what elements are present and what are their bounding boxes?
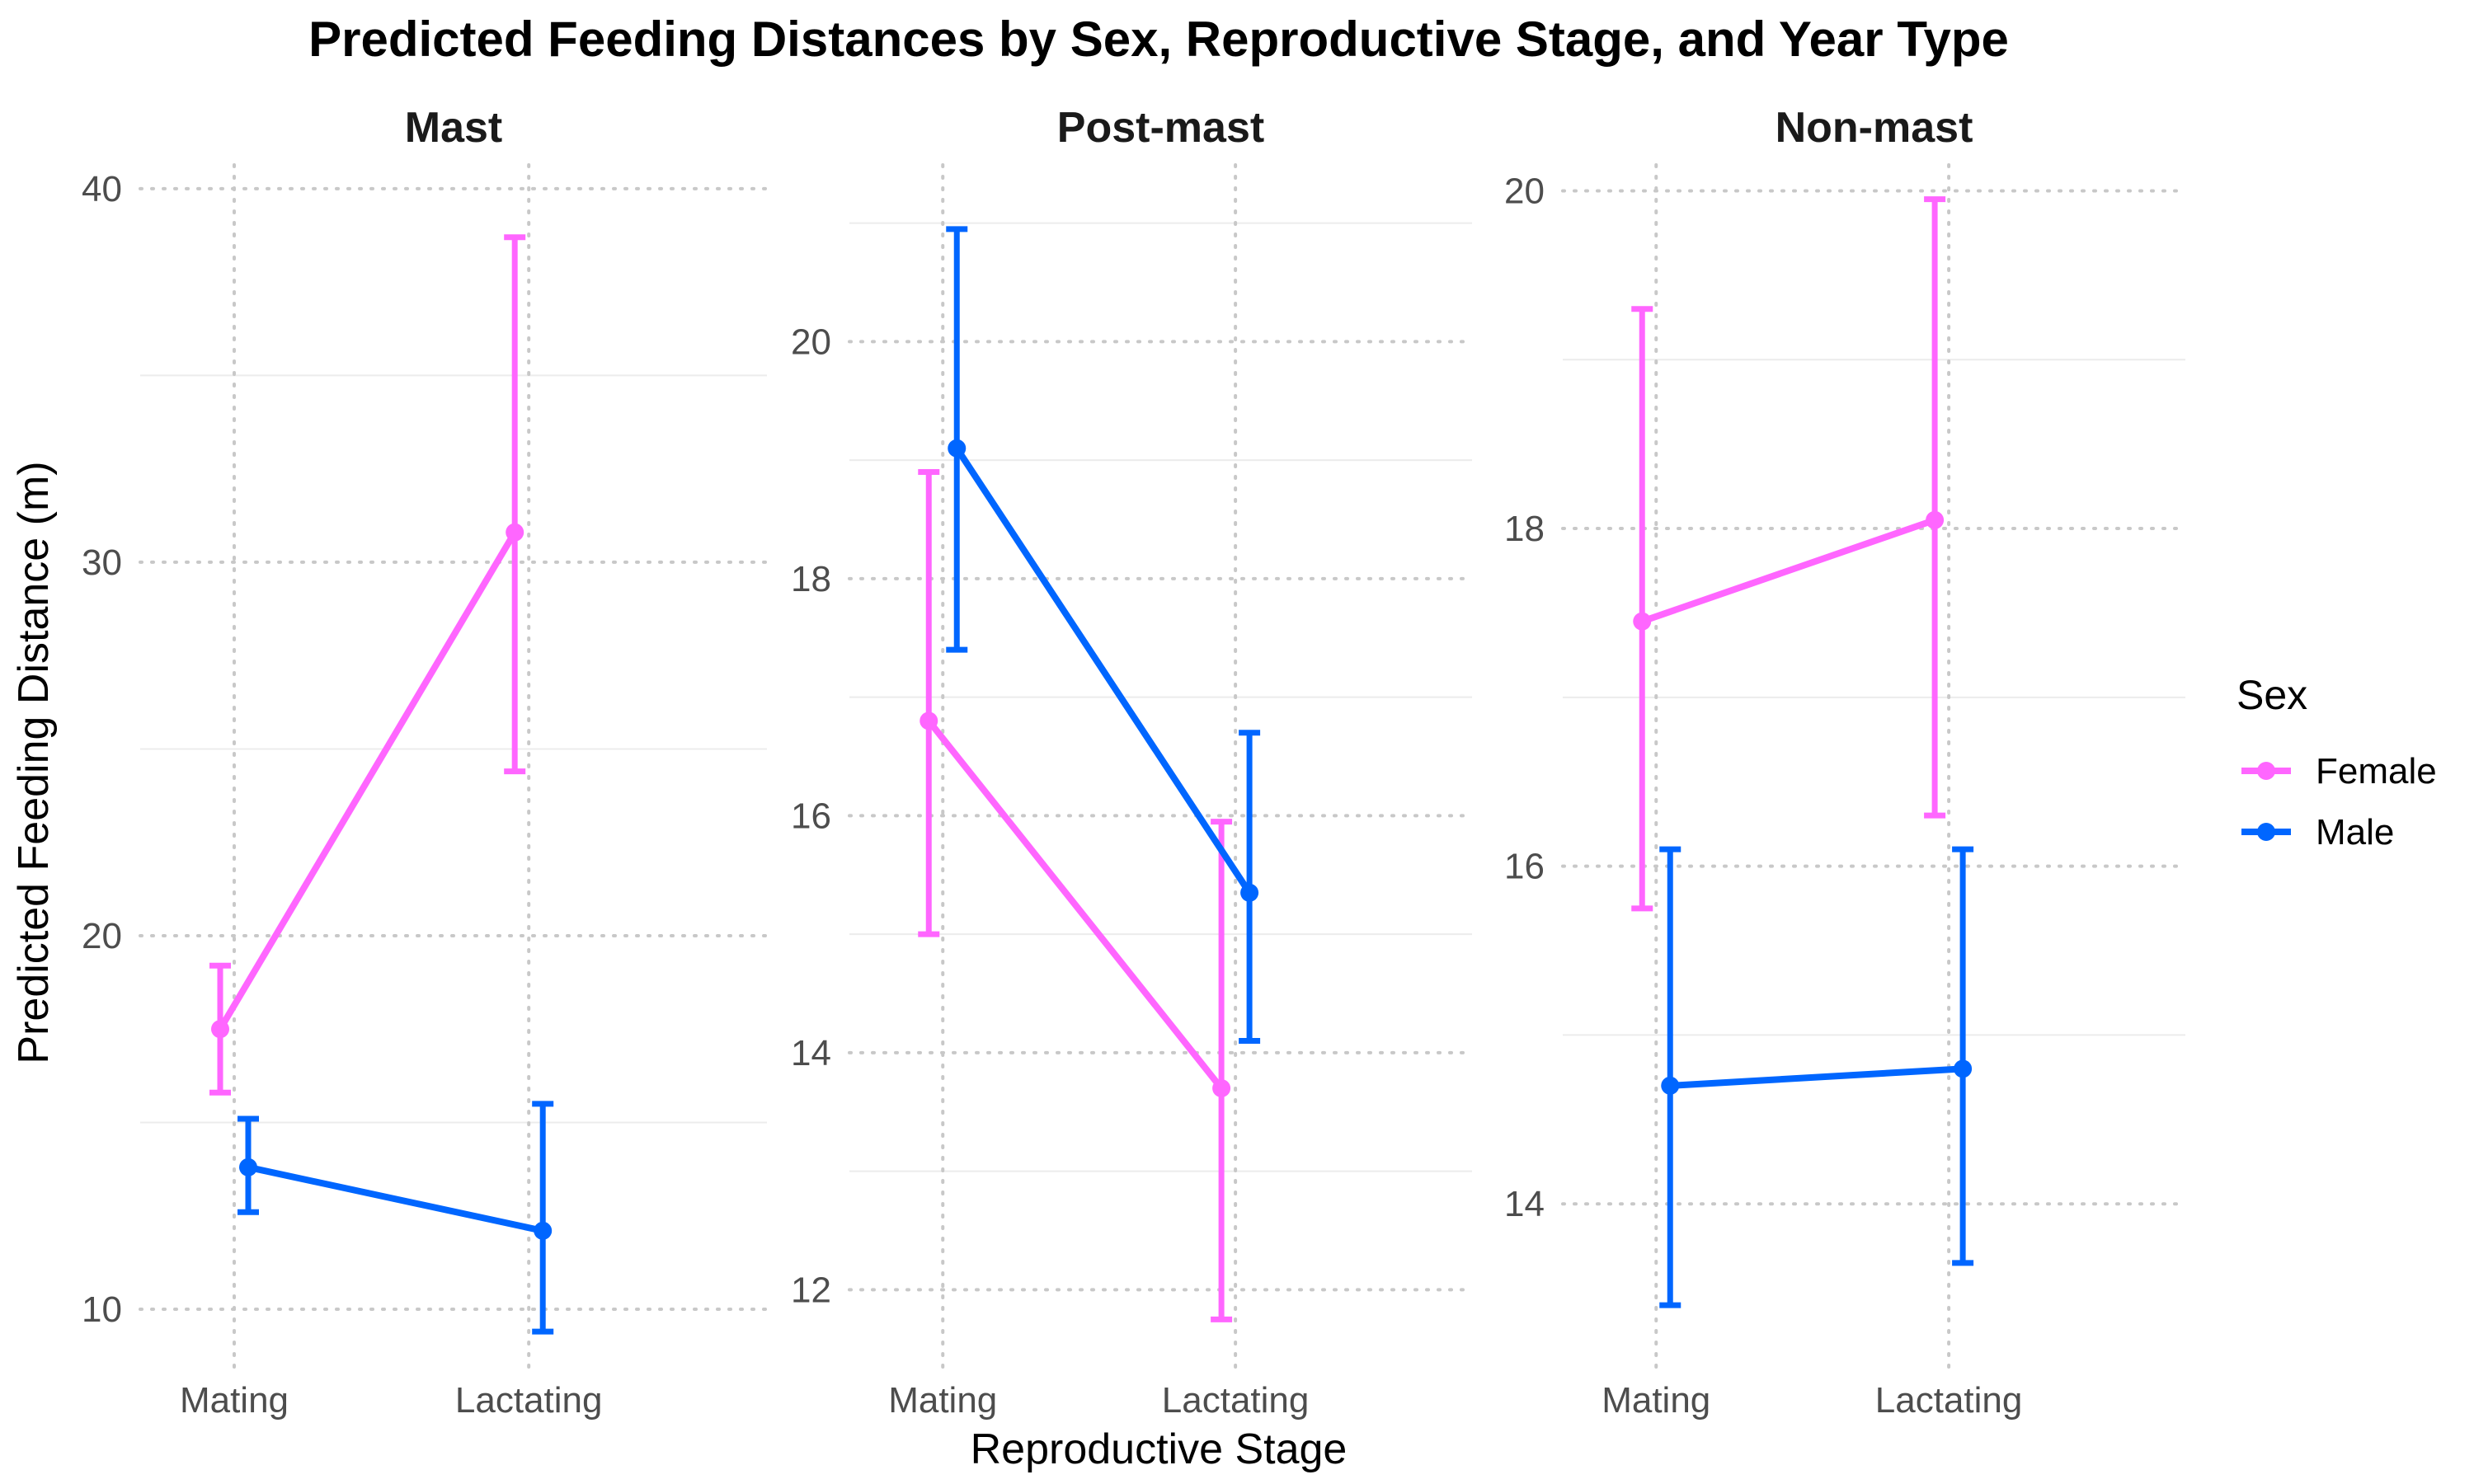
x-tick-label: Lactating bbox=[455, 1380, 603, 1421]
legend-entry-male: Male bbox=[2241, 812, 2394, 852]
chart-title: Predicted Feeding Distances by Sex, Repr… bbox=[308, 12, 2009, 67]
legend-entry-female: Female bbox=[2241, 751, 2437, 791]
legend-label: Female bbox=[2316, 751, 2437, 791]
series-line bbox=[1640, 517, 1936, 625]
data-point bbox=[920, 711, 938, 730]
data-point bbox=[1240, 883, 1259, 902]
panel-title: Non-mast bbox=[1776, 104, 1973, 152]
y-tick-label: 12 bbox=[791, 1270, 831, 1310]
panel-title: Post-mast bbox=[1057, 104, 1264, 152]
legend-key-point bbox=[2257, 762, 2275, 780]
data-point bbox=[948, 439, 967, 458]
y-tick-label: 16 bbox=[791, 796, 831, 836]
y-tick-label: 14 bbox=[1504, 1184, 1545, 1224]
data-point bbox=[1212, 1079, 1231, 1097]
data-point bbox=[1954, 1059, 1973, 1078]
y-tick-label: 10 bbox=[82, 1289, 122, 1330]
data-point bbox=[534, 1221, 553, 1240]
legend: Sex Female Male bbox=[2236, 672, 2437, 852]
y-tick-label: 14 bbox=[791, 1033, 831, 1073]
y-tick-label: 20 bbox=[791, 322, 831, 362]
legend-entries: Female Male bbox=[2241, 751, 2437, 852]
series-male bbox=[238, 1101, 554, 1335]
series-line bbox=[926, 718, 1225, 1091]
y-tick-label: 20 bbox=[1504, 171, 1545, 211]
y-tick-label: 16 bbox=[1504, 847, 1545, 887]
y-axis-title: Predicted Feeding Distance (m) bbox=[10, 461, 58, 1064]
legend-title: Sex bbox=[2236, 672, 2307, 718]
panel-post-mast: 12 14 16 18 20 Mating Lactating Post-mast bbox=[791, 104, 1474, 1421]
x-tick-label: Mating bbox=[1602, 1380, 1710, 1421]
x-tick-label: Mating bbox=[180, 1380, 289, 1421]
data-point bbox=[1633, 612, 1652, 631]
y-tick-label: 18 bbox=[791, 559, 831, 599]
x-tick-label: Lactating bbox=[1162, 1380, 1310, 1421]
x-tick-label: Mating bbox=[888, 1380, 997, 1421]
panel-non-mast: 14 16 18 20 Mating Lactating Non-mast bbox=[1504, 104, 2187, 1421]
x-axis-title: Reproductive Stage bbox=[971, 1425, 1348, 1473]
facet-panels: 10 20 30 40 Mating Lactating Mast 12 14 16 18 20 Mat… bbox=[82, 104, 2187, 1421]
data-point bbox=[1661, 1076, 1680, 1095]
series-female bbox=[918, 469, 1233, 1322]
y-tick-label: 40 bbox=[82, 169, 122, 209]
data-point bbox=[506, 523, 524, 542]
data-point bbox=[211, 1020, 229, 1039]
y-tick-label: 20 bbox=[82, 916, 122, 956]
series-line bbox=[953, 446, 1253, 895]
data-point bbox=[1926, 510, 1945, 529]
series-line bbox=[217, 530, 518, 1031]
legend-label: Male bbox=[2316, 812, 2394, 852]
panel-title: Mast bbox=[405, 104, 502, 152]
data-point bbox=[239, 1158, 257, 1176]
panel-mast: 10 20 30 40 Mating Lactating Mast bbox=[82, 104, 769, 1421]
x-tick-label: Lactating bbox=[1875, 1380, 2023, 1421]
series-female bbox=[1631, 196, 1946, 912]
series-female bbox=[209, 234, 526, 1096]
series-male bbox=[1659, 846, 1974, 1308]
series-male bbox=[946, 226, 1261, 1044]
legend-key-point bbox=[2257, 823, 2275, 841]
y-tick-label: 18 bbox=[1504, 509, 1545, 549]
y-tick-label: 30 bbox=[82, 542, 122, 583]
series-line bbox=[1670, 1065, 1964, 1089]
series-line bbox=[247, 1163, 544, 1234]
